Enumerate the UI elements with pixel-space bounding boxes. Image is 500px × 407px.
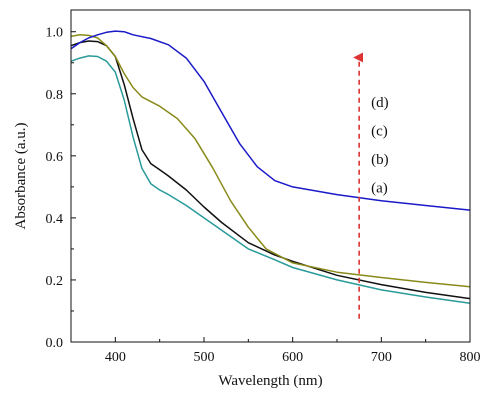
annotation-layer: (d) (c) (b) (a) [353,52,389,319]
y-axis: 0.0 0.2 0.4 0.6 0.8 1.0 [46,26,76,351]
y-tick-label: 0.2 [46,274,64,289]
x-axis: 400 500 600 700 800 [105,337,481,365]
series-line-1 [70,40,471,300]
x-tick-label: 400 [105,350,126,365]
plot-lines [70,30,471,304]
y-tick-label: 1.0 [46,26,64,41]
series-line-2 [70,34,471,288]
x-tick-label: 600 [282,350,303,365]
y-tick-label: 0.4 [46,212,64,227]
curve-label: (c) [371,124,388,140]
series-line-0 [70,55,471,304]
y-tick-label: 0.8 [46,88,64,103]
x-tick-label: 500 [194,350,215,365]
curve-label: (b) [371,152,389,168]
y-tick-label: 0.6 [46,150,64,165]
x-tick-label: 800 [460,350,481,365]
plot-frame [70,9,471,343]
x-tick-label: 700 [371,350,392,365]
x-axis-title: Wavelength (nm) [218,373,322,389]
curve-label: (d) [371,95,389,111]
curve-label: (a) [371,181,388,197]
series-line-3 [70,30,471,211]
y-tick-label: 0.0 [46,336,64,351]
y-axis-title: Absorbance (a.u.) [13,122,29,229]
